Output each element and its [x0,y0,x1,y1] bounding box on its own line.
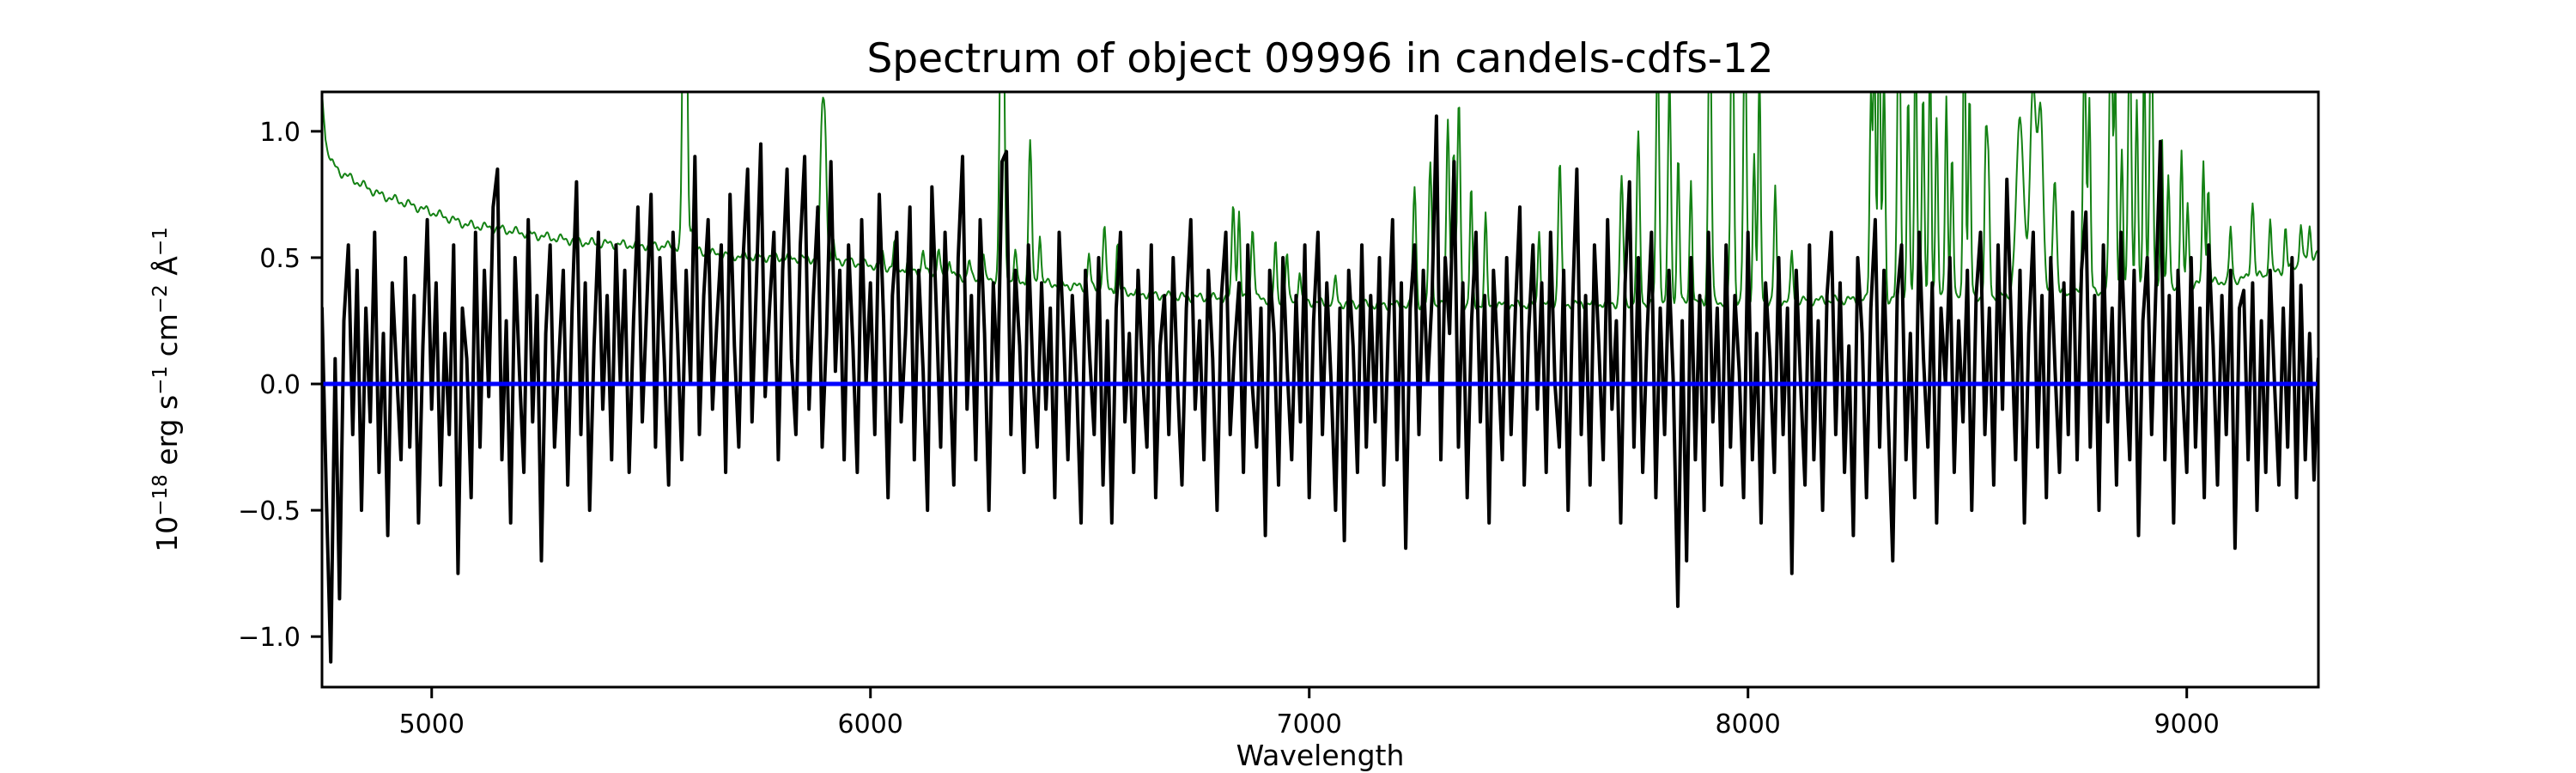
x-tick-label: 7000 [1277,709,1342,740]
plot-title: Spectrum of object 09996 in candels-cdfs… [866,35,1773,82]
y-tick-label: 0.0 [259,370,301,400]
x-axis-ticks: 5000 6000 7000 8000 9000 [399,687,2220,740]
flux-spectrum-line [322,114,2318,664]
x-tick-label: 9000 [2154,709,2220,740]
x-tick-label: 6000 [838,709,903,740]
axes-frame [320,90,2320,689]
y-axis-label: 10−18 erg s−1 cm−2 Å−1 [149,227,184,552]
y-tick-label: −0.5 [238,496,301,526]
x-axis-label: Wavelength [1236,739,1405,772]
x-tick-label: 5000 [399,709,465,740]
y-tick-label: 1.0 [259,118,301,148]
y-axis-ticks: 1.0 0.5 0.0 −0.5 −1.0 [238,118,322,653]
x-tick-label: 8000 [1716,709,1781,740]
y-tick-label: 0.5 [259,244,301,274]
y-tick-label: −1.0 [238,623,301,653]
